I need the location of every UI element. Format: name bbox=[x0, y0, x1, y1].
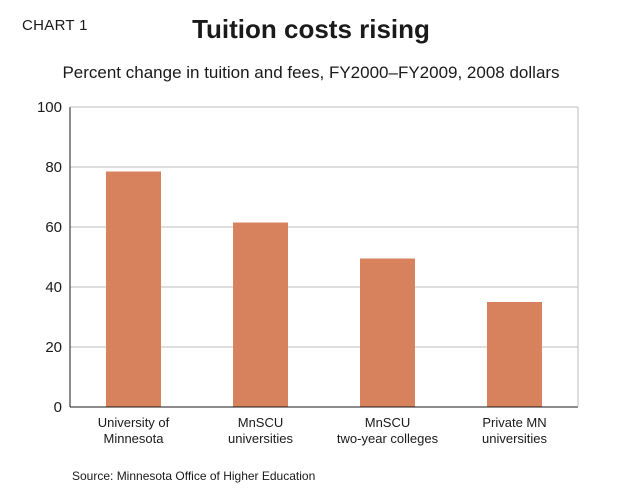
category-label: MnSCU two-year colleges bbox=[337, 415, 439, 446]
bar bbox=[233, 222, 288, 407]
bar bbox=[360, 258, 415, 407]
category-label-line: Minnesota bbox=[104, 431, 165, 446]
y-tick-label: 40 bbox=[45, 279, 62, 296]
category-label-line: universities bbox=[228, 431, 294, 446]
category-label: MnSCU universities bbox=[228, 415, 294, 446]
chart-subtitle: Percent change in tuition and fees, FY20… bbox=[62, 63, 560, 82]
y-tick-labels: 0 20 40 60 80 100 bbox=[37, 99, 62, 416]
category-label: Private MN universities bbox=[482, 415, 548, 446]
y-tick-label: 0 bbox=[54, 399, 62, 416]
category-label-line: two-year colleges bbox=[337, 431, 439, 446]
category-label-line: MnSCU bbox=[365, 415, 411, 430]
source-note: Source: Minnesota Office of Higher Educa… bbox=[72, 469, 316, 483]
category-label-line: University of bbox=[98, 415, 170, 430]
category-label-line: Private MN bbox=[482, 415, 546, 430]
y-tick-label: 100 bbox=[37, 99, 62, 116]
category-label-line: universities bbox=[482, 431, 548, 446]
category-label-line: MnSCU bbox=[238, 415, 284, 430]
axes bbox=[69, 106, 579, 408]
chart-title: Tuition costs rising bbox=[192, 14, 430, 44]
chart-number-label: CHART 1 bbox=[22, 17, 88, 34]
bars bbox=[106, 171, 542, 407]
bar bbox=[106, 171, 161, 407]
category-label: University of Minnesota bbox=[98, 415, 170, 446]
y-tick-label: 80 bbox=[45, 159, 62, 176]
y-tick-label: 60 bbox=[45, 219, 62, 236]
bar bbox=[487, 302, 542, 407]
y-tick-label: 20 bbox=[45, 339, 62, 356]
